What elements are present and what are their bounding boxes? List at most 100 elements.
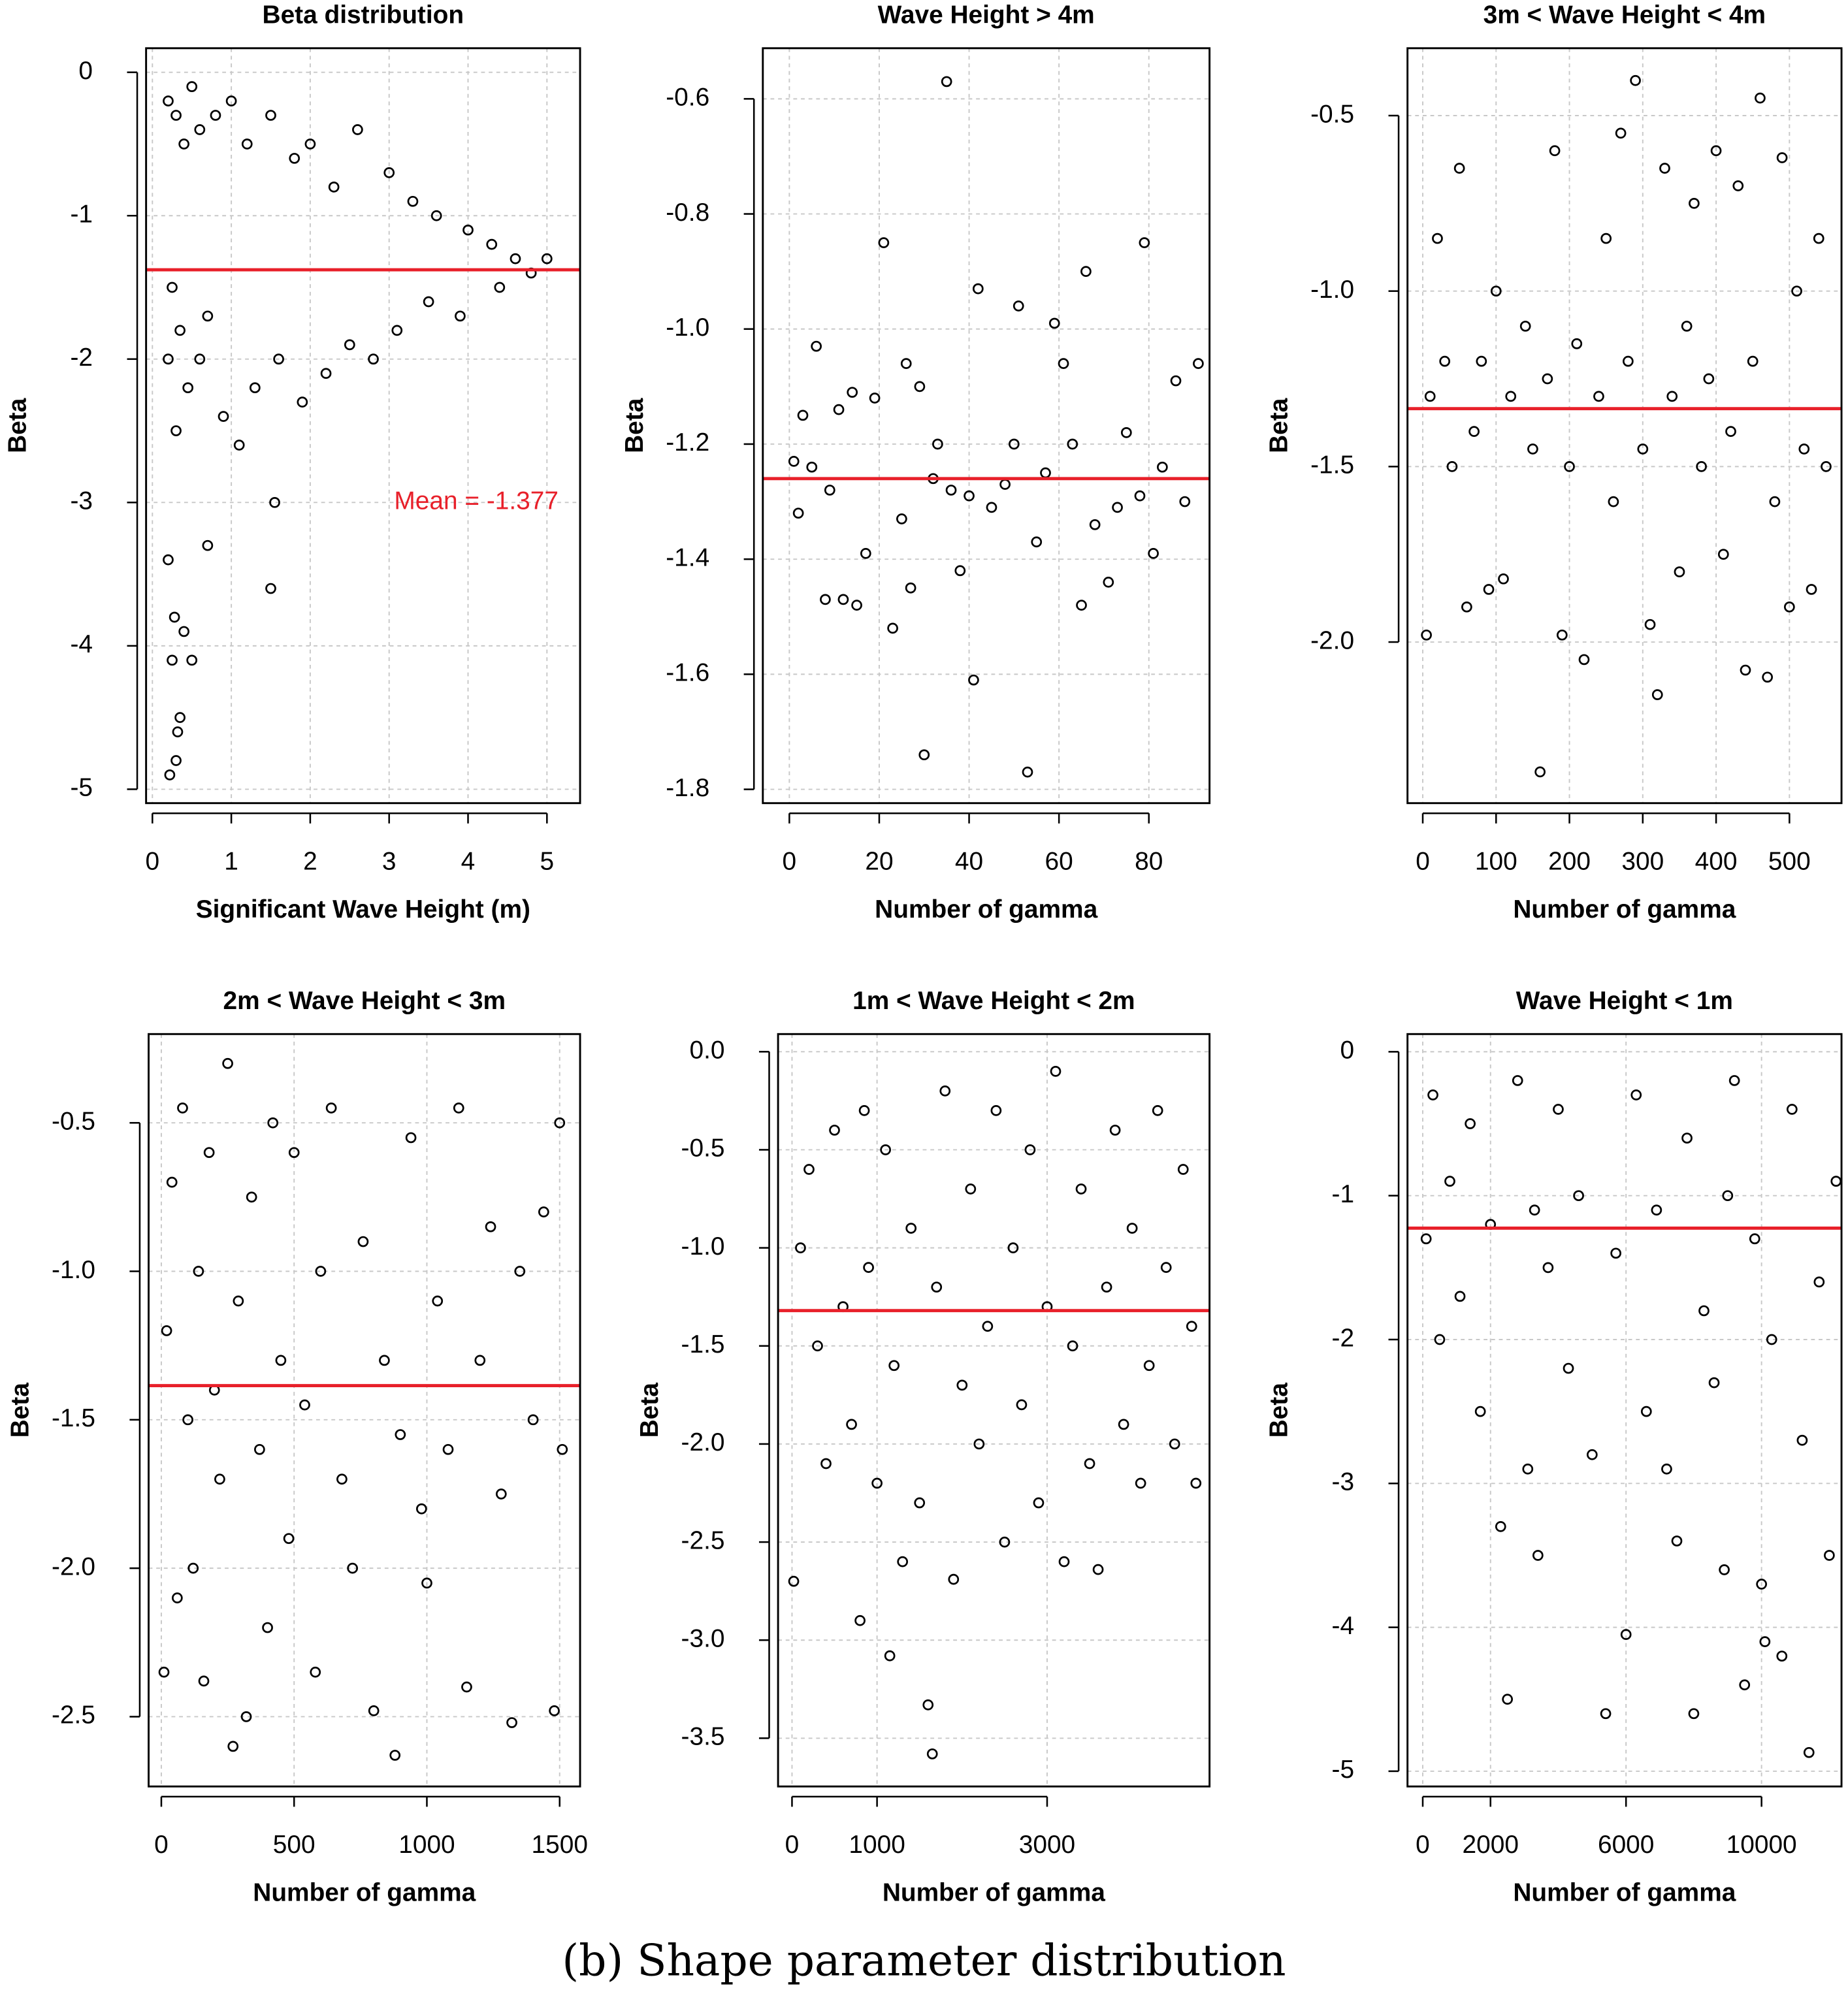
x-tick-label: 2 (303, 847, 317, 875)
point (167, 654, 178, 666)
panel-title: Beta distribution (263, 1, 464, 29)
y-tick-label: -3 (1332, 1468, 1355, 1496)
y-axis-label: Beta (636, 1383, 664, 1438)
point (1432, 233, 1443, 244)
point (1739, 1679, 1751, 1691)
point (1013, 300, 1024, 312)
point (914, 381, 926, 393)
point (170, 755, 182, 766)
point (267, 1117, 279, 1129)
point (1747, 355, 1759, 367)
point (1542, 1262, 1554, 1274)
point (1420, 1233, 1432, 1245)
point (1109, 1125, 1121, 1136)
point (171, 1592, 183, 1603)
panel: Wave Height > 4m Number of gamma Beta -0.6 -… (621, 1, 1211, 924)
y-tick-label: -1.6 (666, 659, 709, 687)
x-tick-label: 3 (382, 847, 397, 875)
point (379, 1355, 390, 1366)
point (1058, 358, 1069, 369)
y-tick-label: -1.0 (681, 1232, 725, 1261)
point (1152, 1105, 1163, 1116)
point (178, 626, 189, 637)
x-tick-label: 0 (154, 1831, 169, 1859)
point (1637, 443, 1649, 455)
point (982, 1321, 994, 1332)
point (163, 554, 174, 566)
point (1007, 1242, 1019, 1253)
point (1563, 1362, 1574, 1374)
point (884, 1650, 896, 1662)
y-tick-label: -5 (71, 774, 93, 802)
y-tick-label: -2 (1332, 1324, 1355, 1352)
point (210, 110, 221, 121)
point (368, 1705, 380, 1716)
y-tick-label: -0.6 (666, 84, 709, 112)
point (792, 507, 804, 519)
plot-frame (762, 47, 1211, 805)
point (557, 1443, 568, 1455)
point (1512, 1075, 1523, 1086)
point (914, 1497, 926, 1509)
y-tick-label: 0 (78, 57, 93, 85)
point (1623, 355, 1634, 367)
y-tick-label: -0.8 (666, 199, 709, 227)
y-tick-label: -4 (71, 630, 93, 658)
point (1498, 573, 1509, 585)
point (1756, 1579, 1768, 1590)
point (1696, 461, 1707, 472)
point (357, 1236, 369, 1247)
point (900, 358, 912, 369)
plot-frame (1406, 47, 1843, 805)
y-tick-label: -2.5 (681, 1526, 725, 1554)
point (283, 1533, 295, 1545)
point (1740, 664, 1751, 676)
point (1553, 1104, 1564, 1115)
y-tick-label: -2.0 (52, 1552, 95, 1581)
point (407, 195, 419, 207)
point (1453, 163, 1465, 174)
point (1461, 601, 1472, 613)
point (461, 1681, 472, 1693)
point (194, 353, 206, 365)
x-tick-label: 5 (540, 847, 554, 875)
y-tick-label: -0.5 (1310, 100, 1354, 128)
point (972, 283, 984, 295)
y-tick-label: -1.5 (1310, 451, 1354, 479)
y-tick-label: -2.5 (52, 1701, 95, 1729)
point (1813, 233, 1824, 244)
point (1101, 1281, 1112, 1293)
y-tick-label: -1.2 (666, 428, 709, 457)
point (1084, 1458, 1095, 1470)
x-tick-label: 10000 (1726, 1831, 1797, 1859)
point (527, 1414, 539, 1426)
point (1698, 1305, 1710, 1317)
point (486, 238, 498, 250)
y-tick-label: -1 (1332, 1180, 1355, 1208)
point (249, 382, 261, 394)
point (265, 110, 276, 121)
point (193, 1266, 204, 1277)
point (1169, 1438, 1180, 1450)
point (494, 281, 506, 293)
point (415, 1503, 427, 1515)
point (246, 1191, 257, 1203)
x-tick-label: 400 (1695, 847, 1738, 875)
annotation: Mean = -1.377 (394, 487, 559, 515)
x-tick-label: 0 (785, 1831, 800, 1859)
point (1578, 654, 1590, 666)
point (1556, 629, 1568, 641)
y-tick-label: -1.5 (52, 1404, 95, 1432)
point (1564, 461, 1575, 472)
x-tick-label: 1000 (398, 1831, 455, 1859)
point (1465, 1118, 1476, 1129)
point (1830, 1176, 1842, 1187)
point (214, 1473, 225, 1485)
point (1661, 1463, 1672, 1475)
point (187, 1562, 199, 1574)
point (506, 1717, 517, 1728)
point (1615, 127, 1627, 139)
x-tick-label: 2000 (1463, 1831, 1519, 1859)
point (167, 281, 178, 293)
x-tick-label: 1 (224, 847, 238, 875)
